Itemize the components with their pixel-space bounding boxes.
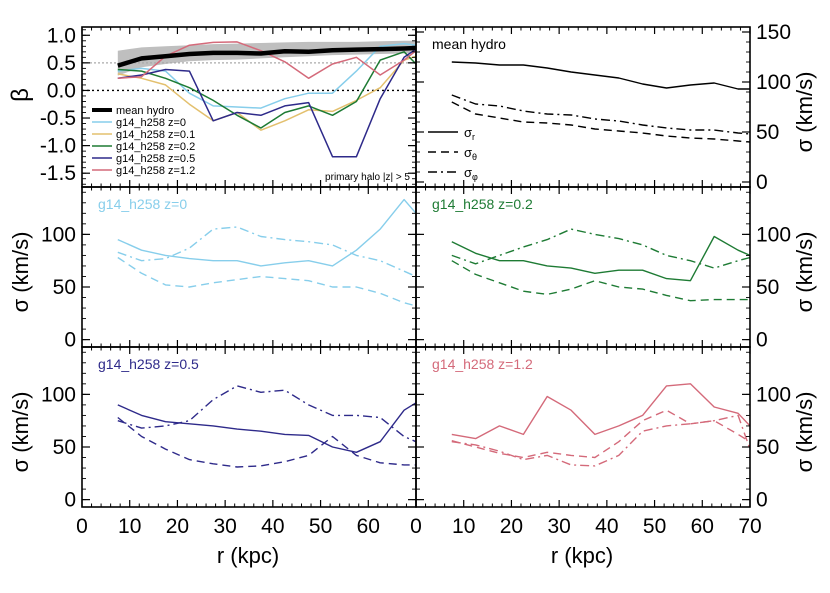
series-line-beta-0 — [117, 45, 416, 68]
panel-label-z1-2: g14_h258 z=1.2 — [432, 356, 533, 372]
series-line-z1-2-2 — [451, 414, 750, 467]
sigma-axis-label-z1-2: σ (km/s) — [792, 392, 817, 473]
y-tick-label: 0.0 — [47, 79, 76, 102]
x-tick-label: 20 — [166, 515, 189, 538]
sigma-axis-label-z0-2: σ (km/s) — [792, 232, 817, 313]
series-line-z0-5-0 — [117, 402, 416, 453]
x-tick-label: 0 — [410, 515, 422, 538]
x-tick-label: 40 — [261, 515, 284, 538]
legend-label: g14_h258 z=0 — [116, 117, 186, 129]
y-tick-label: 100 — [41, 383, 76, 406]
series-line-z0-5-1 — [117, 416, 416, 468]
series-line-z0-2-2 — [451, 228, 750, 269]
y-tick-label: 0 — [64, 489, 76, 512]
series-line-z0-2-1 — [451, 260, 750, 302]
x-tick-label: 60 — [357, 515, 380, 538]
panel-z0-2: 100 50 0 σ (km/s) g14_h258 z=0.2 — [415, 186, 817, 352]
y-tick-label: 50 — [53, 276, 76, 299]
panel-label-z0-5: g14_h258 z=0.5 — [98, 356, 199, 372]
y-tick-label: 0 — [756, 329, 768, 352]
y-tick-label: 50 — [756, 121, 779, 144]
x-tick-label: 40 — [595, 515, 618, 538]
series-line-mean-hydro-sigma-0 — [451, 61, 750, 90]
x-tick-label: 30 — [547, 515, 570, 538]
x-tick-label: 50 — [643, 515, 666, 538]
sigma-legend: σr σθ σφ — [428, 125, 478, 182]
beta-axis-label: β — [7, 88, 34, 102]
series-line-mean-hydro-sigma-1 — [451, 101, 750, 143]
series-line-z1-2-1 — [451, 409, 750, 459]
panel-z0-5: 100 50 0 σ (km/s) g14_h258 z=0.5 0 10 20 30 40 50 6… — [8, 346, 417, 538]
y-tick-label: 0.5 — [47, 52, 76, 75]
x-tick-label: 10 — [452, 515, 475, 538]
y-tick-label: 50 — [756, 436, 779, 459]
panel-label-z0: g14_h258 z=0 — [98, 196, 187, 212]
series-line-z0-2 — [117, 226, 416, 278]
y-tick-label: 100 — [756, 71, 791, 94]
legend-label: mean hydro — [116, 105, 174, 117]
legend-label: g14_h258 z=0.1 — [116, 129, 195, 141]
y-tick-label: 100 — [41, 223, 76, 246]
y-tick-label: 0 — [756, 489, 768, 512]
x-tick-label: 30 — [213, 515, 236, 538]
y-tick-label: 100 — [756, 383, 791, 406]
x-tick-label: 70 — [738, 515, 761, 538]
sigma-legend-label: σφ — [464, 165, 478, 182]
y-tick-label: 100 — [756, 223, 791, 246]
series-line-z1-2-0 — [451, 383, 750, 440]
x-axis-label-right: r (kpc) — [551, 543, 613, 568]
y-tick-label: 150 — [756, 21, 791, 44]
series-line-z0-5-2 — [117, 385, 416, 443]
series-line-z0-2-0 — [451, 235, 750, 282]
series-line-z0-1 — [117, 256, 416, 307]
y-tick-label: 1.0 — [47, 24, 76, 47]
panel-frame-z1-2 — [415, 346, 751, 508]
panel-mean-hydro-sigma: 150 100 50 0 σ (km/s) mean hydro — [415, 21, 817, 194]
panel-z1-2: 100 50 0 σ (km/s) g14_h258 z=1.2 0 10 20 30 40 50 6… — [410, 346, 817, 538]
beta-note: primary halo |z| > 5 — [325, 172, 410, 183]
panel-label-z0-2: g14_h258 z=0.2 — [432, 196, 533, 212]
y-tick-label: -0.5 — [40, 107, 76, 130]
y-tick-label: 50 — [756, 276, 779, 299]
x-tick-label: 50 — [309, 515, 332, 538]
x-tick-label: 60 — [691, 515, 714, 538]
y-tick-label: 0 — [64, 329, 76, 352]
y-tick-label: -1.5 — [40, 162, 76, 185]
series-line-beta-3 — [117, 51, 416, 129]
sigma-axis-label-mean-hydro-sigma: σ (km/s) — [792, 72, 817, 153]
sigma-legend-label: σr — [464, 125, 475, 142]
series-line-mean-hydro-sigma-2 — [451, 94, 750, 135]
x-axis-label-left: r (kpc) — [217, 543, 279, 568]
sigma-axis-label-z0: σ (km/s) — [8, 232, 33, 313]
y-tick-label: -1.0 — [40, 135, 76, 158]
axis-labels-layer: r (kpc) r (kpc) β — [7, 88, 613, 568]
x-tick-label: 0 — [76, 515, 88, 538]
panel-label-mean-hydro-sigma: mean hydro — [432, 36, 506, 52]
series-line-z0-0 — [117, 198, 416, 267]
x-tick-label: 20 — [500, 515, 523, 538]
sigma-legend-label: σθ — [464, 145, 477, 162]
panel-beta: 1.0 0.5 0.0 -0.5 -1.0 -1.5 — [40, 24, 417, 188]
legend-label: g14_h258 z=0.5 — [116, 153, 195, 165]
legend-label: g14_h258 z=1.2 — [116, 165, 195, 177]
sigma-axis-label-z0-5: σ (km/s) — [8, 392, 33, 473]
series-line-beta-2 — [117, 55, 416, 131]
y-tick-label: 50 — [53, 436, 76, 459]
series-line-beta-4 — [117, 48, 416, 158]
panel-z0: 100 50 0 σ (km/s) g14_h258 z=0 — [8, 186, 417, 352]
legend-label: g14_h258 z=0.2 — [116, 141, 195, 153]
y-tick-label: 0 — [756, 171, 768, 194]
x-tick-label: 10 — [118, 515, 141, 538]
